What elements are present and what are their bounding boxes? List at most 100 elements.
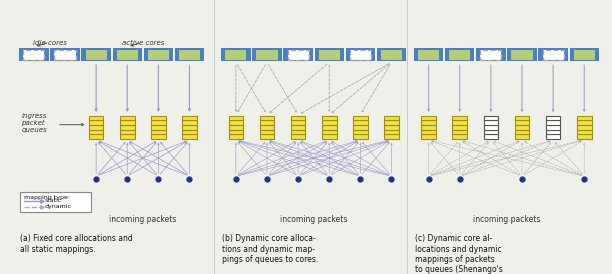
Bar (515, 116, 529, 121)
Bar (452, 120, 467, 125)
Bar (291, 120, 305, 125)
Text: mapping type:: mapping type: (24, 195, 70, 200)
Bar (577, 125, 592, 130)
Bar (421, 116, 436, 121)
Bar (182, 120, 197, 125)
Bar (346, 48, 375, 61)
Text: (a) Fixed core allocations and
all static mappings.: (a) Fixed core allocations and all stati… (20, 234, 133, 254)
Bar (151, 134, 166, 139)
Bar (570, 48, 599, 61)
Bar (546, 130, 561, 134)
Bar (421, 125, 436, 130)
Bar (89, 116, 103, 121)
Bar (322, 120, 337, 125)
Bar (353, 134, 368, 139)
Bar (89, 134, 103, 139)
Bar (349, 50, 371, 59)
Text: incoming packets: incoming packets (109, 215, 176, 224)
Bar (452, 134, 467, 139)
Bar (86, 50, 106, 59)
Bar (259, 134, 274, 139)
Bar (259, 120, 274, 125)
Text: dynamic: dynamic (45, 204, 72, 209)
Bar (113, 48, 142, 61)
Bar (120, 134, 135, 139)
Text: incoming packets: incoming packets (280, 215, 348, 224)
Bar (515, 125, 529, 130)
Bar (89, 125, 103, 130)
Bar (120, 120, 135, 125)
Bar (144, 48, 173, 61)
Bar (577, 120, 592, 125)
Bar (19, 48, 48, 61)
Bar (179, 50, 200, 59)
Bar (291, 130, 305, 134)
Bar (182, 130, 197, 134)
Bar (20, 192, 91, 212)
Bar (421, 130, 436, 134)
Bar (182, 134, 197, 139)
Bar (452, 125, 467, 130)
Bar (182, 125, 197, 130)
Bar (542, 50, 564, 59)
Bar (418, 50, 439, 59)
Bar (151, 120, 166, 125)
Bar (259, 125, 274, 130)
Bar (117, 50, 138, 59)
Bar (322, 134, 337, 139)
Bar (546, 120, 561, 125)
Bar (221, 48, 250, 61)
Bar (507, 48, 537, 61)
Bar (175, 48, 204, 61)
Bar (151, 125, 166, 130)
Bar (384, 134, 399, 139)
Bar (381, 50, 402, 59)
Bar (384, 125, 399, 130)
Bar (291, 134, 305, 139)
Bar (319, 50, 340, 59)
Bar (228, 125, 243, 130)
Bar (288, 50, 308, 59)
Bar (445, 48, 474, 61)
Bar (483, 116, 498, 121)
Bar (480, 50, 501, 59)
Bar (483, 120, 498, 125)
Bar (546, 116, 561, 121)
Bar (483, 125, 498, 130)
Bar (147, 50, 169, 59)
Bar (414, 48, 443, 61)
Bar (573, 50, 595, 59)
Bar (384, 120, 399, 125)
Bar (259, 130, 274, 134)
Bar (353, 130, 368, 134)
Bar (483, 134, 498, 139)
Text: incoming packets: incoming packets (472, 215, 540, 224)
Bar (480, 50, 501, 59)
Bar (322, 125, 337, 130)
Bar (353, 125, 368, 130)
Bar (512, 50, 532, 59)
Bar (315, 48, 344, 61)
Bar (120, 116, 135, 121)
Bar (384, 130, 399, 134)
Bar (256, 50, 278, 59)
Bar (577, 116, 592, 121)
Bar (89, 120, 103, 125)
Bar (353, 116, 368, 121)
Bar (120, 125, 135, 130)
Bar (151, 130, 166, 134)
Bar (349, 50, 371, 59)
Text: (c) Dynamic core al-
locations and dynamic
mappings of packets
to queues (Shenan: (c) Dynamic core al- locations and dynam… (415, 234, 502, 274)
Bar (23, 50, 45, 59)
Bar (23, 50, 45, 59)
Bar (515, 130, 529, 134)
Bar (377, 48, 406, 61)
Bar (483, 130, 498, 134)
Bar (252, 48, 282, 61)
Bar (515, 120, 529, 125)
Bar (54, 50, 76, 59)
Bar (546, 134, 561, 139)
Bar (546, 125, 561, 130)
Bar (291, 125, 305, 130)
Bar (182, 116, 197, 121)
